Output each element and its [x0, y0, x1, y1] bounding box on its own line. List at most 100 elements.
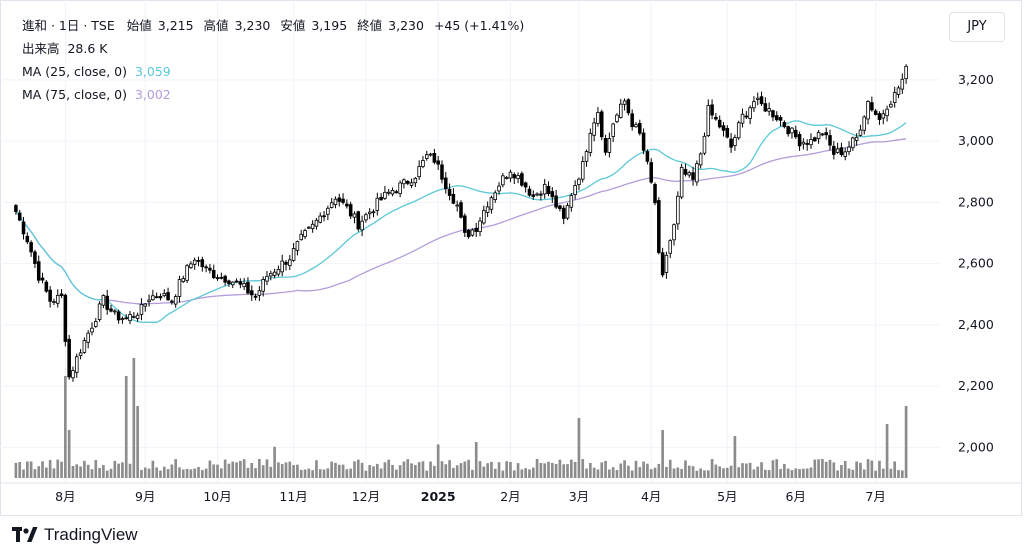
candle-body — [409, 182, 414, 186]
candle-body — [246, 281, 250, 294]
candle-body — [94, 320, 98, 327]
volume-bar — [836, 470, 839, 478]
y-tick-label: 3,200 — [958, 72, 994, 87]
candle-body — [546, 185, 551, 195]
volume-bar — [448, 460, 451, 478]
candle-body — [603, 137, 608, 153]
candle-body — [386, 191, 391, 194]
volume-bar — [592, 467, 596, 478]
candle-body — [348, 204, 353, 217]
candle-body — [638, 122, 642, 134]
candle-body — [558, 205, 562, 209]
volume-bar — [368, 465, 372, 478]
candle-body — [120, 318, 125, 320]
volume-bar — [254, 468, 257, 478]
volume-bar — [299, 469, 303, 478]
volume-bar — [539, 462, 543, 478]
candle-body — [657, 200, 661, 254]
volume-bar — [897, 470, 900, 478]
volume-bar — [828, 459, 832, 478]
volume-bar — [147, 468, 151, 478]
volume-bar — [265, 459, 269, 478]
volume-bar — [752, 469, 756, 478]
candle-body — [329, 202, 334, 208]
candle-body — [847, 146, 851, 153]
candle-body — [75, 356, 79, 373]
candle-body — [512, 174, 517, 179]
candle-body — [634, 124, 638, 128]
volume-bar — [394, 469, 398, 478]
candle-body — [230, 281, 235, 286]
volume-value: 28.6 K — [67, 41, 108, 56]
volume-bar — [227, 463, 231, 478]
candle-body — [641, 132, 646, 151]
volume-bar — [349, 468, 353, 478]
volume-bar — [657, 463, 661, 478]
candle-body — [33, 251, 37, 264]
candle-body — [36, 261, 41, 281]
volume-bar — [767, 470, 771, 478]
volume-bar — [531, 467, 535, 478]
candle-body — [645, 151, 650, 162]
candle-body — [584, 151, 589, 162]
volume-bar — [474, 442, 478, 478]
tradingview-icon — [12, 525, 38, 545]
tradingview-logo[interactable]: TradingView — [12, 525, 138, 545]
candle-body — [809, 139, 813, 146]
candle-body — [78, 352, 83, 356]
candle-body — [774, 115, 779, 121]
candle-body — [539, 193, 543, 196]
candle-body — [497, 185, 501, 192]
candle-body — [463, 215, 467, 233]
volume-bar — [132, 358, 136, 478]
volume-bar — [140, 469, 143, 478]
volume-bar — [497, 462, 501, 478]
volume-bar — [714, 464, 718, 478]
volume-bar — [646, 463, 649, 478]
volume-bar — [223, 459, 227, 478]
volume-bar — [292, 465, 295, 478]
candle-body — [208, 267, 212, 271]
volume-bar — [280, 464, 284, 478]
candle-body — [71, 370, 75, 379]
candle-body — [801, 141, 806, 145]
volume-bar — [649, 469, 653, 478]
volume-bar — [189, 469, 193, 478]
candle-body — [223, 275, 227, 283]
x-tick-label: 8月 — [55, 489, 75, 504]
y-tick-label: 2,000 — [958, 439, 994, 454]
candle-body — [744, 115, 749, 118]
volume-bar — [79, 466, 82, 478]
candle-body — [371, 211, 376, 214]
volume-bar — [615, 470, 619, 478]
low-label: 安値 — [280, 18, 306, 33]
volume-bar — [619, 463, 623, 478]
volume-bar — [410, 463, 413, 478]
candle-body — [444, 177, 448, 190]
candle-body — [242, 282, 246, 288]
high-value: 3,230 — [234, 18, 271, 33]
volume-bar — [490, 461, 493, 478]
candle-body — [813, 137, 817, 142]
volume-bar — [805, 468, 809, 478]
candle-body — [322, 215, 326, 218]
price-chart[interactable]: 2,000 2,200 2,400 2,600 2,800 3,000 3,200 8月 9月 1… — [0, 0, 1024, 516]
volume-bar — [512, 470, 516, 478]
volume-bar — [718, 466, 722, 478]
candle-body — [493, 192, 498, 200]
candle-body — [660, 252, 665, 276]
candle-body — [181, 278, 186, 282]
volume-bar — [562, 464, 566, 478]
candle-body — [200, 259, 205, 268]
volume-bar — [197, 467, 200, 478]
close-value: 3,230 — [388, 18, 424, 33]
candle-body — [288, 259, 292, 267]
volume-bar — [29, 461, 33, 478]
candle-body — [413, 177, 418, 184]
volume-bar — [744, 463, 748, 478]
y-tick-label: 2,400 — [958, 317, 994, 332]
currency-button[interactable]: JPY — [949, 12, 1005, 42]
candle-body — [211, 269, 216, 278]
volume-bar — [695, 470, 699, 478]
candle-body — [90, 327, 94, 333]
